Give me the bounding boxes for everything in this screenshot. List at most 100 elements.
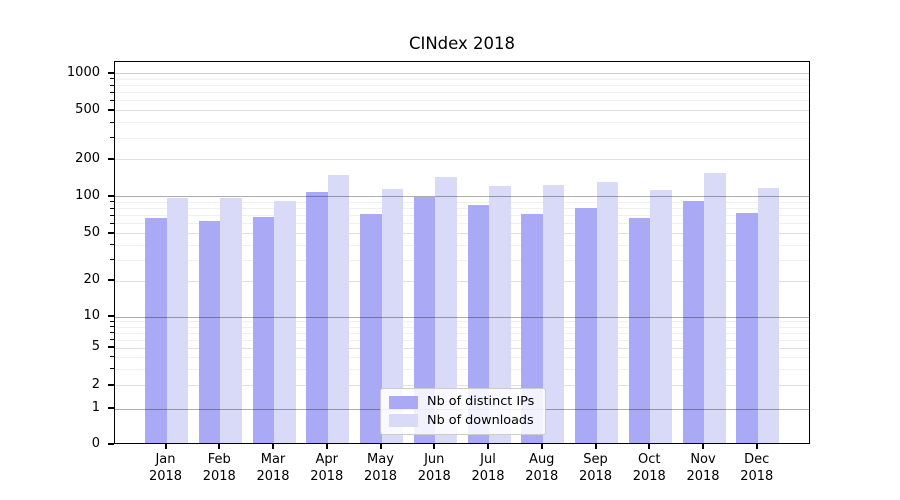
x-tick-label-month: Mar: [260, 452, 286, 467]
x-tick-label-year: 2018: [686, 468, 720, 484]
y-tick-label: 2: [91, 376, 100, 392]
bar-nb-of-downloads: [327, 174, 350, 443]
bar-nb-of-distinct-ips: [252, 216, 274, 443]
y-minor-tick-mark: [110, 356, 114, 358]
x-tick-label-year: 2018: [310, 468, 344, 484]
x-tick-label: May 2018: [349, 452, 413, 485]
x-tick-label-year: 2018: [202, 468, 236, 484]
x-tick-label-year: 2018: [363, 468, 398, 484]
x-tick-mark: [594, 444, 597, 449]
y-tick-label: 500: [75, 101, 100, 117]
gridline: [115, 196, 809, 198]
gridline: [115, 339, 809, 341]
x-tick-mark: [379, 444, 382, 449]
gridline: [115, 85, 809, 86]
bar-nb-of-distinct-ips: [360, 213, 382, 443]
bar-nb-of-distinct-ips: [628, 217, 651, 443]
x-tick-label-month: Jul: [480, 452, 496, 467]
x-tick-label: Mar 2018: [241, 452, 305, 485]
bar-nb-of-downloads: [704, 173, 726, 443]
y-minor-tick-mark: [110, 91, 114, 93]
y-tick-mark: [108, 108, 114, 111]
chart-title: CINdex 2018: [408, 34, 516, 53]
x-tick-label-year: 2018: [256, 468, 290, 484]
y-minor-tick-mark: [110, 201, 114, 203]
bar-nb-of-downloads: [542, 185, 565, 443]
y-minor-tick-mark: [110, 137, 114, 139]
x-tick-label: Jul 2018: [456, 452, 520, 485]
bar-nb-of-distinct-ips: [306, 191, 328, 443]
x-tick-label: Oct 2018: [617, 452, 681, 485]
y-minor-tick-mark: [110, 78, 114, 80]
bar-nb-of-distinct-ips: [145, 217, 167, 443]
y-minor-tick-mark: [110, 368, 114, 370]
gridline: [115, 73, 809, 75]
x-tick-mark: [325, 444, 328, 449]
gridline: [115, 385, 809, 387]
legend: Nb of distinct IPs Nb of downloads: [380, 388, 546, 435]
bar-nb-of-distinct-ips: [521, 214, 543, 443]
x-tick-label-month: Nov: [690, 452, 716, 467]
y-tick-label: 100: [75, 187, 100, 203]
gridline: [115, 368, 809, 370]
x-tick-label-year: 2018: [632, 468, 666, 484]
x-tick-label-month: Feb: [207, 452, 231, 467]
gridline: [115, 244, 809, 246]
y-tick-label: 1000: [66, 64, 100, 80]
x-tick-mark: [702, 444, 704, 449]
y-tick-mark: [108, 346, 114, 349]
x-tick-label: Jun 2018: [402, 452, 466, 485]
gridlines-under-layer: [115, 62, 809, 443]
bar-nb-of-downloads: [489, 185, 511, 443]
gridline: [115, 233, 809, 235]
x-tick-label-month: Apr: [315, 452, 339, 467]
gridline: [115, 326, 809, 328]
x-tick-label-month: Aug: [529, 452, 555, 467]
y-minor-tick-mark: [110, 326, 114, 328]
legend-color-swatch: [389, 414, 418, 428]
gridline: [115, 259, 809, 261]
x-tick-mark: [540, 444, 543, 449]
legend-label: Nb of distinct IPs: [427, 394, 535, 410]
y-tick-label: 20: [83, 272, 100, 288]
gridline: [115, 356, 809, 358]
x-tick-mark: [433, 444, 436, 449]
y-tick-mark: [108, 315, 114, 317]
bar-nb-of-downloads: [166, 197, 188, 443]
y-tick-label: 0: [91, 436, 100, 452]
y-minor-tick-mark: [110, 207, 114, 209]
y-minor-tick-mark: [110, 84, 114, 86]
gridline: [115, 92, 809, 94]
y-tick-label: 50: [83, 224, 100, 240]
gridline: [115, 110, 809, 112]
y-minor-tick-mark: [110, 320, 114, 322]
x-tick-label-month: Oct: [638, 452, 661, 467]
bar-nb-of-downloads: [757, 188, 780, 443]
y-tick-label: 10: [83, 308, 100, 323]
x-tick-label: Aug 2018: [510, 452, 574, 485]
x-tick-label: Feb 2018: [187, 452, 251, 485]
x-tick-label-month: Jan: [155, 452, 176, 467]
x-tick-label: Apr 2018: [295, 452, 359, 485]
y-minor-tick-mark: [110, 214, 114, 216]
x-tick-mark: [648, 444, 651, 449]
y-tick-mark: [108, 157, 114, 160]
x-tick-label: Dec 2018: [725, 452, 789, 485]
gridline: [115, 316, 809, 318]
x-tick-mark: [487, 444, 489, 449]
x-tick-label-month: May: [367, 452, 394, 467]
bar-nb-of-downloads: [220, 198, 242, 443]
legend-item: Nb of downloads: [389, 412, 537, 428]
x-tick-label-year: 2018: [148, 468, 183, 484]
y-tick-label: 200: [75, 150, 100, 166]
y-minor-tick-mark: [110, 332, 114, 334]
bar-nb-of-distinct-ips: [682, 201, 704, 443]
y-tick-mark: [108, 383, 114, 386]
legend-label: Nb of downloads: [427, 412, 534, 428]
bar-nb-of-distinct-ips: [198, 221, 221, 443]
legend-color-swatch: [389, 395, 418, 409]
gridlines-over-layer: [115, 62, 809, 443]
gridline: [115, 280, 809, 282]
x-tick-label-month: Dec: [744, 452, 770, 467]
bar-nb-of-downloads: [274, 200, 296, 443]
